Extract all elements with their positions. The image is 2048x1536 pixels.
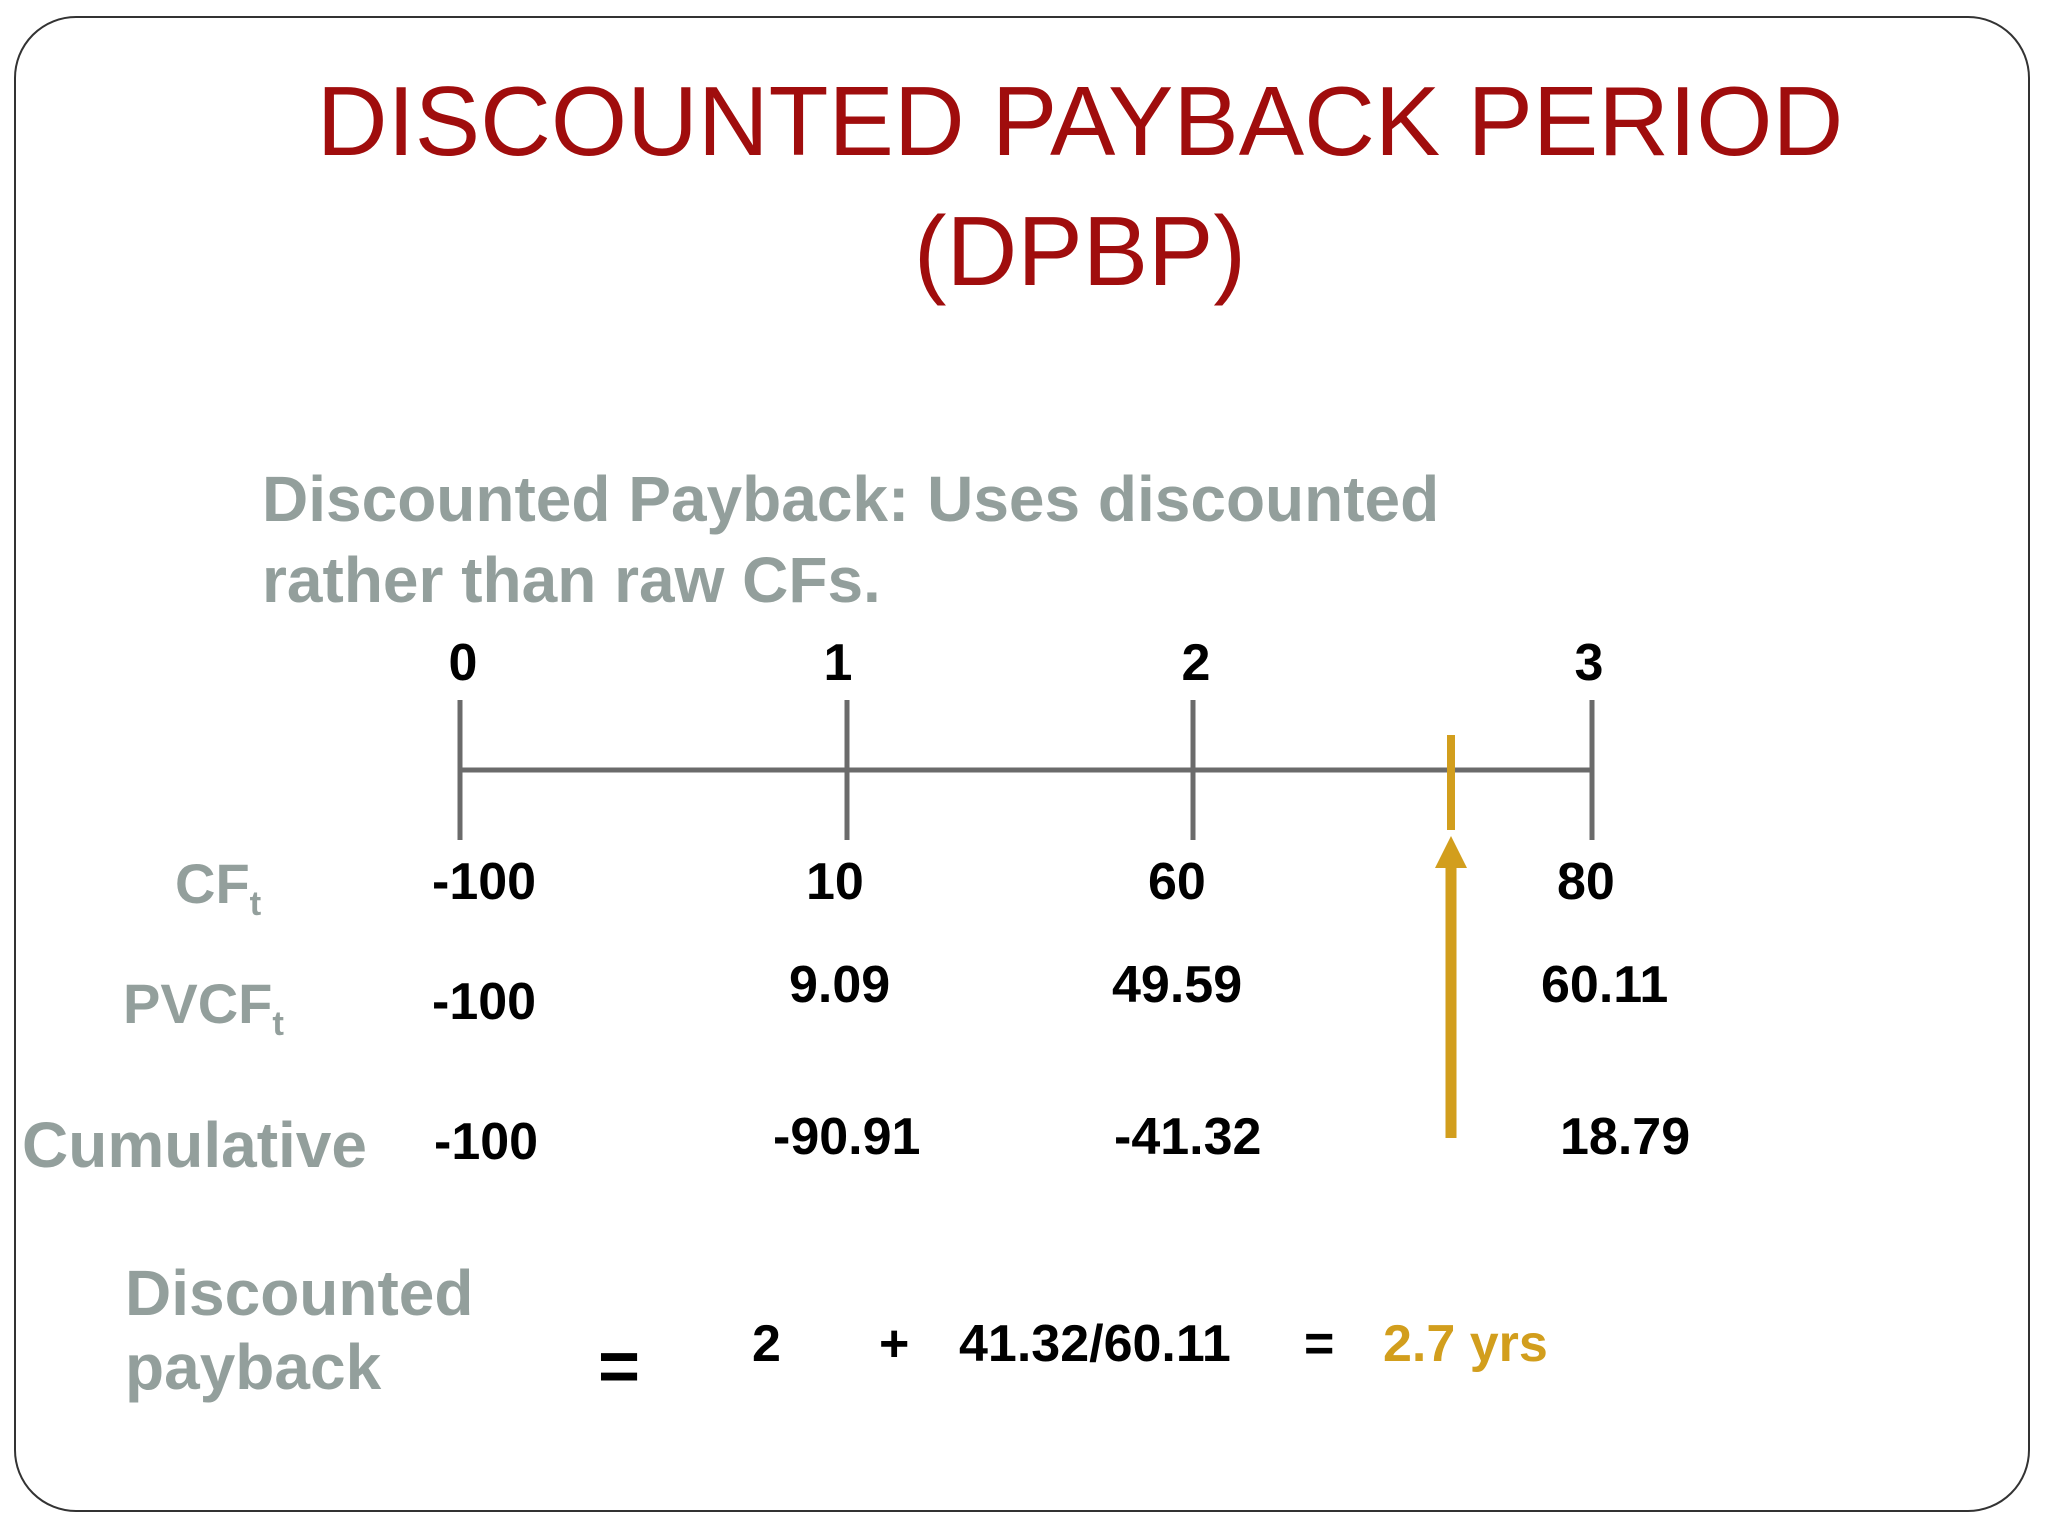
cumulative-value-1: -90.91	[773, 1108, 921, 1166]
payback-arrow-head	[1435, 836, 1467, 868]
equals-sign-2: =	[1304, 1315, 1335, 1373]
discounted-payback-label-line-2: payback	[125, 1331, 382, 1403]
plus-sign: +	[879, 1315, 910, 1373]
cf-value-0: -100	[432, 853, 537, 911]
cumulative-row-label: Cumulative	[22, 1109, 367, 1181]
cf-value-1: 10	[806, 853, 864, 911]
payback-answer: 2.7 yrs	[1383, 1315, 1548, 1373]
pvcf-value-3: 60.11	[1541, 956, 1669, 1014]
cumulative-value-0: -100	[434, 1113, 539, 1171]
cf-row-label: CFt	[175, 852, 262, 924]
cf-value-3: 80	[1557, 853, 1615, 911]
discounted-payback-label-line-1: Discounted	[125, 1257, 474, 1329]
period-label-3: 3	[1574, 634, 1604, 692]
cumulative-value-3: 18.79	[1560, 1108, 1691, 1166]
period-label-1: 1	[823, 634, 853, 692]
result-term-2: 41.32/60.11	[959, 1315, 1231, 1373]
pvcf-value-2: 49.59	[1112, 956, 1243, 1014]
result-term-1: 2	[752, 1315, 781, 1373]
description-line-2: rather than raw CFs.	[262, 544, 881, 616]
slide-title-subtitle: (DPBP)	[913, 196, 1247, 306]
cumulative-value-2: -41.32	[1114, 1108, 1262, 1166]
period-label-0: 0	[448, 634, 478, 692]
slide-title: DISCOUNTED PAYBACK PERIOD	[316, 66, 1844, 176]
pvcf-value-0: -100	[432, 973, 537, 1031]
period-label-2: 2	[1181, 634, 1211, 692]
pvcf-value-1: 9.09	[789, 956, 891, 1014]
cf-value-2: 60	[1148, 853, 1206, 911]
description-line-1: Discounted Payback: Uses discounted	[262, 463, 1440, 535]
pvcf-row-label: PVCFt	[123, 972, 284, 1044]
slide-frame	[14, 16, 2030, 1512]
equals-sign-1: =	[598, 1327, 641, 1407]
